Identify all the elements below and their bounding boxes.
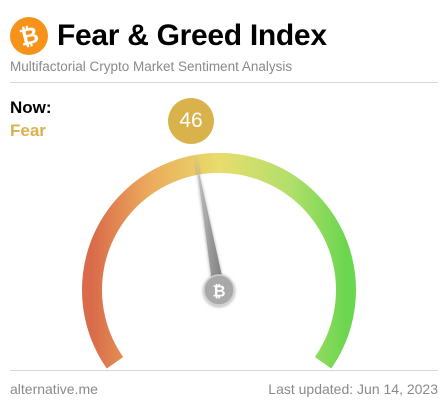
bitcoin-icon: ₿ [212,282,225,301]
sentiment-classification: Fear [10,121,46,140]
bitcoin-icon: ₿ [5,12,53,60]
gauge-arc [82,152,356,369]
gauge: ₿ [82,152,356,369]
gauge-needle [195,156,225,291]
footer-divider [10,370,438,371]
page-subtitle: Multifactorial Crypto Market Sentiment A… [10,59,293,74]
page-title: Fear & Greed Index [57,19,327,52]
header: ₿ Fear & Greed Index [5,12,327,60]
gauge-hub [203,274,235,306]
last-updated: Last updated: Jun 14, 2023 [268,381,438,397]
now-label: Now: [10,98,52,117]
index-value-badge: 46 [168,98,214,144]
header-divider [10,82,438,83]
source-link[interactable]: alternative.me [10,381,98,397]
